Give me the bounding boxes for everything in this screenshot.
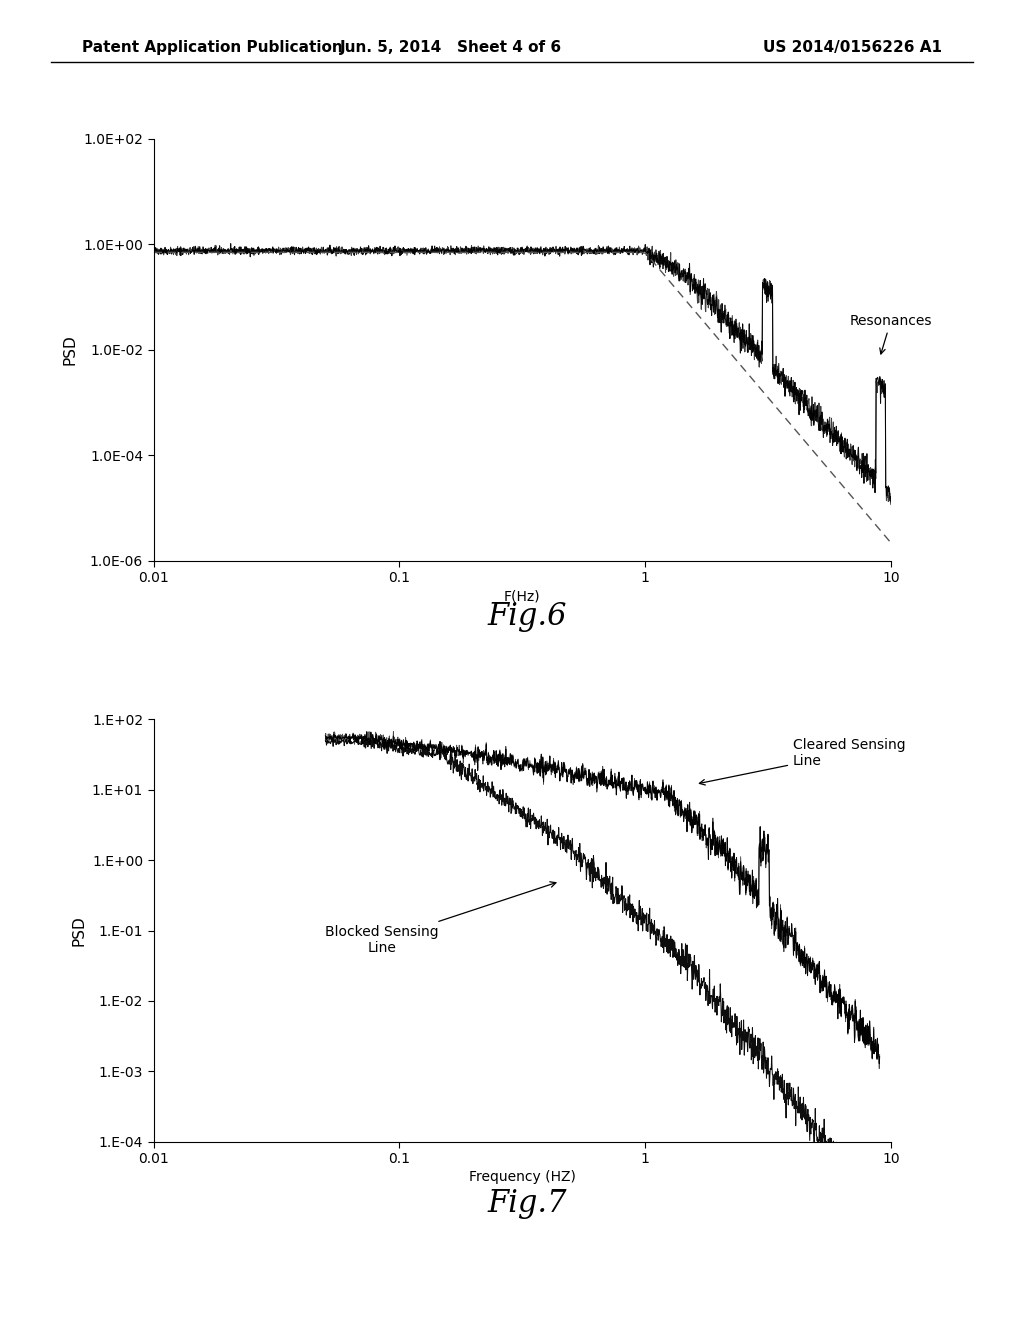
Text: Fig.6: Fig.6 (487, 601, 567, 631)
X-axis label: Frequency (HZ): Frequency (HZ) (469, 1171, 575, 1184)
Text: Resonances: Resonances (850, 314, 932, 354)
Text: Jun. 5, 2014   Sheet 4 of 6: Jun. 5, 2014 Sheet 4 of 6 (340, 40, 561, 54)
Text: Patent Application Publication: Patent Application Publication (82, 40, 343, 54)
Y-axis label: PSD: PSD (72, 915, 86, 946)
Text: Cleared Sensing
Line: Cleared Sensing Line (699, 738, 905, 785)
Text: Fig.7: Fig.7 (487, 1188, 567, 1218)
Text: Blocked Sensing
Line: Blocked Sensing Line (326, 882, 556, 956)
Text: US 2014/0156226 A1: US 2014/0156226 A1 (763, 40, 942, 54)
X-axis label: F(Hz): F(Hz) (504, 590, 541, 603)
Y-axis label: PSD: PSD (62, 334, 78, 366)
